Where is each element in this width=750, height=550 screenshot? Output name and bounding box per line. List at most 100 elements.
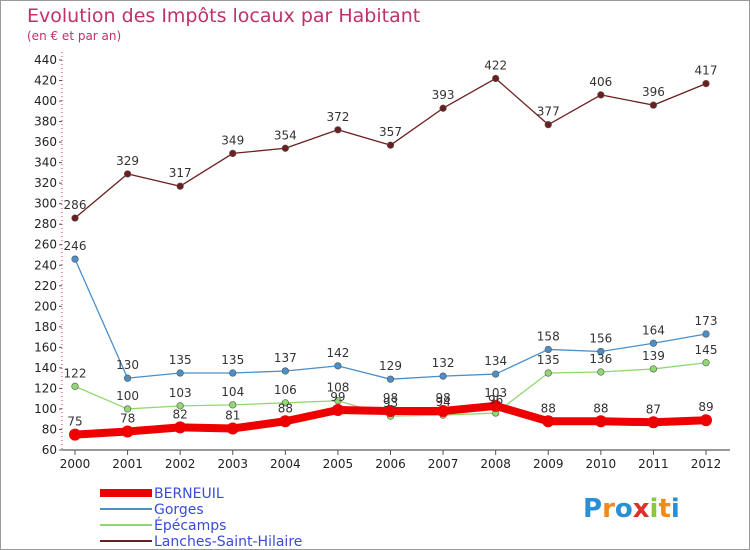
data-point--p-camps (123, 405, 132, 413)
data-label--p-camps: 122 (64, 366, 87, 380)
data-label-berneuil: 87 (646, 402, 661, 416)
data-label-lanches-saint-hilaire: 286 (64, 198, 87, 212)
data-label-berneuil: 78 (120, 412, 135, 426)
data-label-berneuil: 103 (484, 386, 507, 400)
x-tick-label: 2008 (480, 457, 511, 471)
data-label-gorges: 246 (64, 239, 87, 253)
data-label--p-camps: 139 (642, 349, 665, 363)
data-label-berneuil: 82 (173, 407, 188, 421)
logo-letter: P (583, 494, 602, 524)
data-point-gorges (229, 369, 237, 377)
data-point-gorges (649, 339, 658, 347)
x-tick-label: 2006 (375, 457, 406, 471)
legend-label-lanches-saint-hilaire: Lanches-Saint-Hilaire (154, 534, 302, 550)
x-tick-label: 2007 (428, 457, 459, 471)
x-tick-label: 2004 (270, 457, 301, 471)
y-tick-label: 140 (34, 361, 57, 375)
x-tick-label: 2001 (112, 457, 143, 471)
data-label-berneuil: 75 (67, 415, 82, 429)
data-label-gorges: 135 (169, 353, 192, 367)
data-label-gorges: 132 (432, 356, 455, 370)
data-label--p-camps: 135 (537, 353, 560, 367)
x-tick-label: 2009 (533, 457, 564, 471)
logo-letter: t (658, 494, 670, 524)
y-tick-label: 300 (34, 197, 57, 211)
data-label-lanches-saint-hilaire: 406 (589, 75, 612, 89)
data-label-berneuil: 98 (383, 391, 398, 405)
data-point-berneuil (331, 403, 344, 416)
data-label--p-camps: 93 (383, 396, 398, 410)
data-point-lanches-saint-hilaire (492, 74, 500, 83)
y-tick-label: 280 (34, 217, 57, 231)
data-point--p-camps (649, 365, 658, 373)
data-point-berneuil (174, 421, 187, 434)
data-label-berneuil: 81 (225, 408, 240, 422)
data-point-berneuil (542, 415, 555, 428)
data-point-gorges (334, 362, 342, 370)
logo-letter: r (602, 494, 615, 524)
logo-letter: i (650, 494, 659, 524)
data-label-berneuil: 89 (698, 400, 713, 414)
data-point-lanches-saint-hilaire (334, 126, 342, 134)
data-label--p-camps: 100 (116, 389, 139, 403)
data-point-lanches-saint-hilaire (229, 149, 237, 157)
x-tick-label: 2011 (638, 457, 669, 471)
y-tick-label: 440 (34, 53, 57, 67)
data-label--p-camps: 103 (169, 386, 192, 400)
data-label-berneuil: 88 (278, 401, 293, 415)
data-point--p-camps (229, 401, 237, 409)
legend-label-berneuil: BERNEUIL (154, 486, 224, 502)
data-label-berneuil: 88 (541, 401, 556, 415)
data-label--p-camps: 94 (435, 395, 450, 409)
data-point-lanches-saint-hilaire (702, 80, 710, 88)
data-point-berneuil (594, 415, 607, 428)
data-point-gorges (281, 367, 289, 375)
data-point--p-camps (71, 382, 79, 390)
data-label-lanches-saint-hilaire: 377 (537, 105, 560, 119)
data-point-lanches-saint-hilaire (71, 214, 79, 222)
y-tick-label: 120 (34, 381, 57, 395)
data-label--p-camps: 106 (274, 383, 297, 397)
logo-wordmark: Proxiti (583, 494, 680, 524)
data-label-lanches-saint-hilaire: 422 (484, 58, 507, 72)
y-tick-label: 360 (34, 135, 57, 149)
y-tick-label: 420 (34, 74, 57, 88)
data-point--p-camps (597, 368, 605, 376)
data-label-lanches-saint-hilaire: 354 (274, 128, 297, 142)
data-label--p-camps: 136 (589, 352, 612, 366)
data-point-gorges (544, 345, 552, 354)
x-tick-label: 2005 (323, 457, 354, 471)
x-tick-label: 2003 (217, 457, 248, 471)
y-tick-label: 260 (34, 238, 57, 252)
data-point-berneuil (69, 428, 81, 441)
data-label-lanches-saint-hilaire: 329 (116, 154, 139, 168)
data-point-berneuil (279, 415, 292, 428)
data-point-lanches-saint-hilaire (439, 104, 447, 112)
data-label-lanches-saint-hilaire: 317 (169, 166, 192, 180)
data-label-lanches-saint-hilaire: 396 (642, 85, 665, 99)
data-point-gorges (176, 369, 184, 377)
data-label-berneuil: 98 (435, 391, 450, 405)
series-layer (69, 74, 712, 441)
data-point-lanches-saint-hilaire (281, 144, 289, 152)
x-tick-label: 2002 (165, 457, 196, 471)
y-tick-label: 400 (34, 94, 57, 108)
legend-label-gorges: Gorges (154, 502, 204, 518)
x-tick-label: 2012 (691, 457, 722, 471)
data-label-gorges: 130 (116, 358, 139, 372)
proxiti-logo: Proxiti (583, 494, 680, 524)
x-tick-label: 2000 (60, 457, 91, 471)
data-point-berneuil (489, 399, 502, 412)
data-label-gorges: 173 (695, 314, 718, 328)
data-point-gorges (386, 375, 395, 383)
data-point-lanches-saint-hilaire (386, 141, 395, 149)
data-label--p-camps: 104 (221, 385, 244, 399)
y-tick-label: 100 (34, 402, 57, 416)
y-tick-label: 160 (34, 340, 57, 354)
x-tick-label: 2010 (586, 457, 617, 471)
data-label-berneuil: 99 (330, 390, 345, 404)
y-tick-label: 180 (34, 320, 57, 334)
logo-letter: o (615, 494, 633, 524)
data-point-berneuil (437, 405, 450, 417)
data-point-gorges (597, 347, 605, 356)
